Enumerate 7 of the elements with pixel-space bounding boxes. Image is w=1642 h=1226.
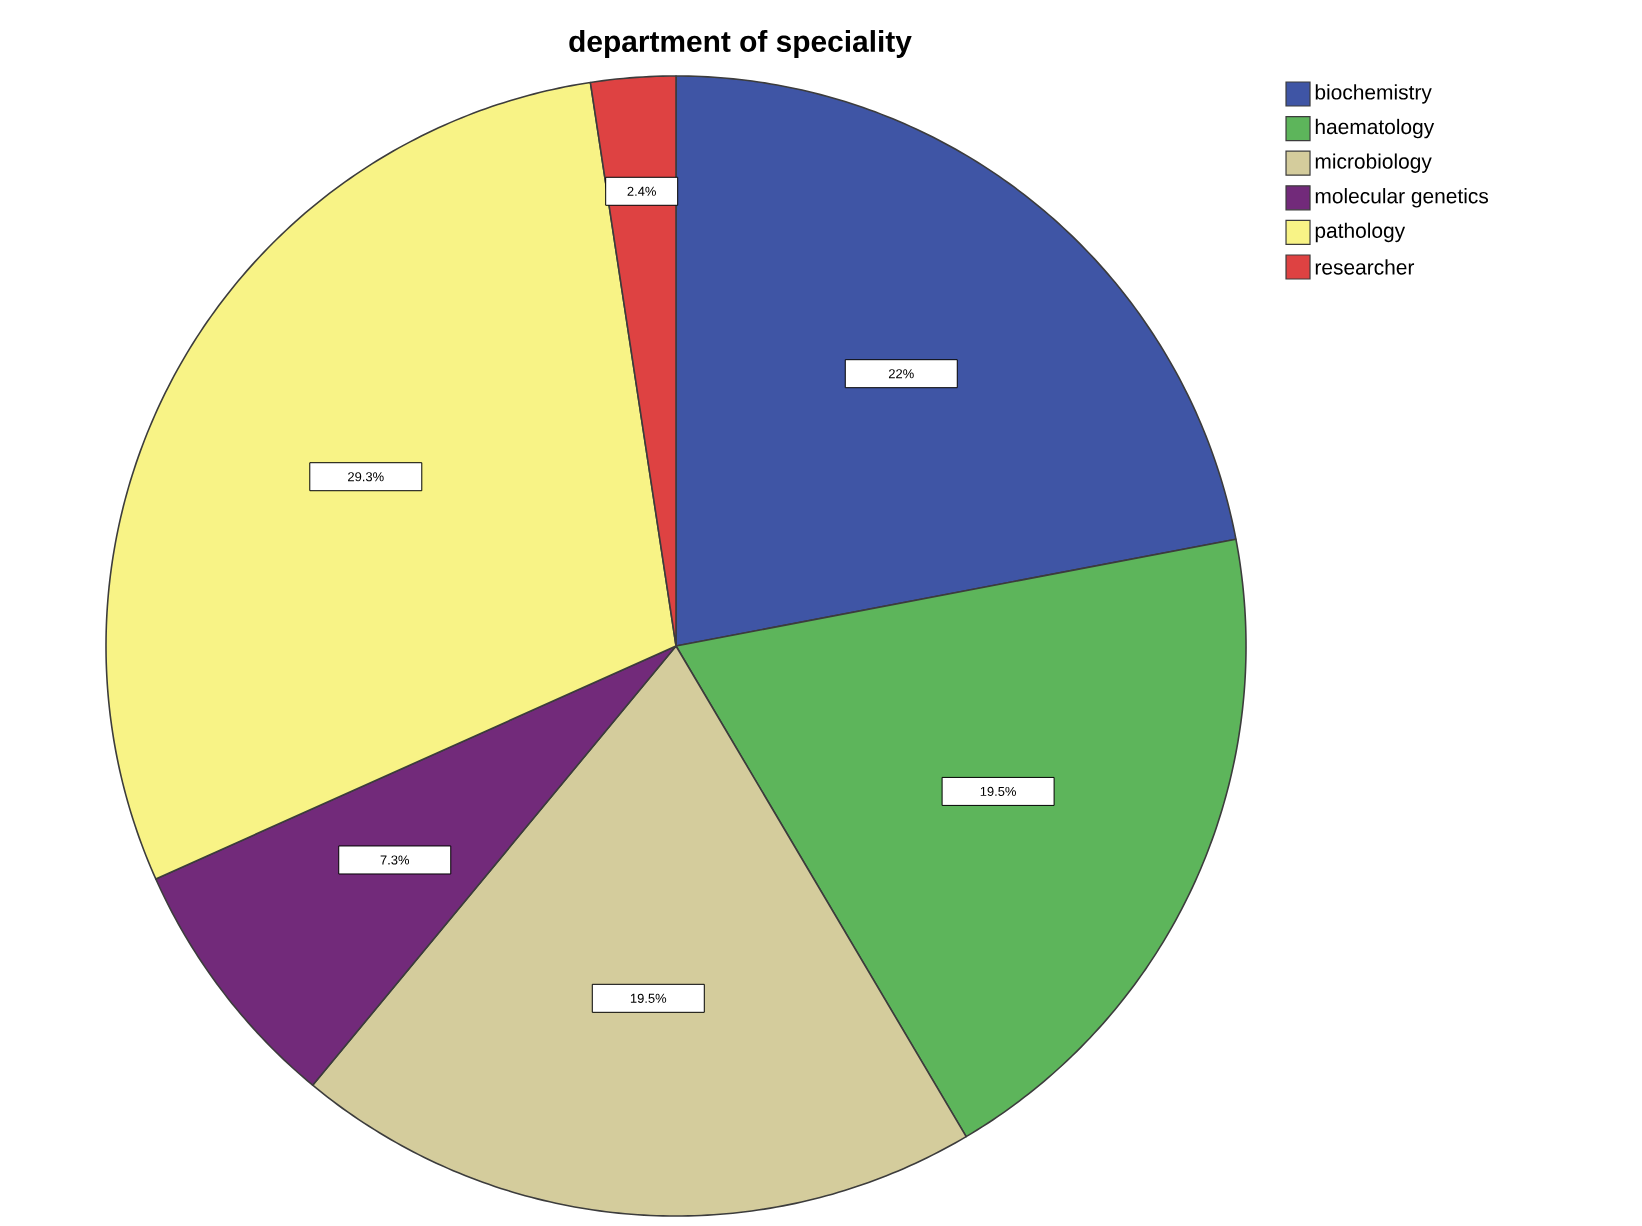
legend-label: microbiology (1315, 153, 1432, 173)
legend-label: haematology (1315, 118, 1435, 139)
legend-label: molecular genetics (1315, 188, 1489, 208)
legend-label: researcher (1315, 259, 1415, 275)
legend-label: pathology (1315, 222, 1406, 243)
legend-label: biochemistry (1315, 84, 1432, 104)
chart-title: department of speciality (569, 30, 912, 58)
